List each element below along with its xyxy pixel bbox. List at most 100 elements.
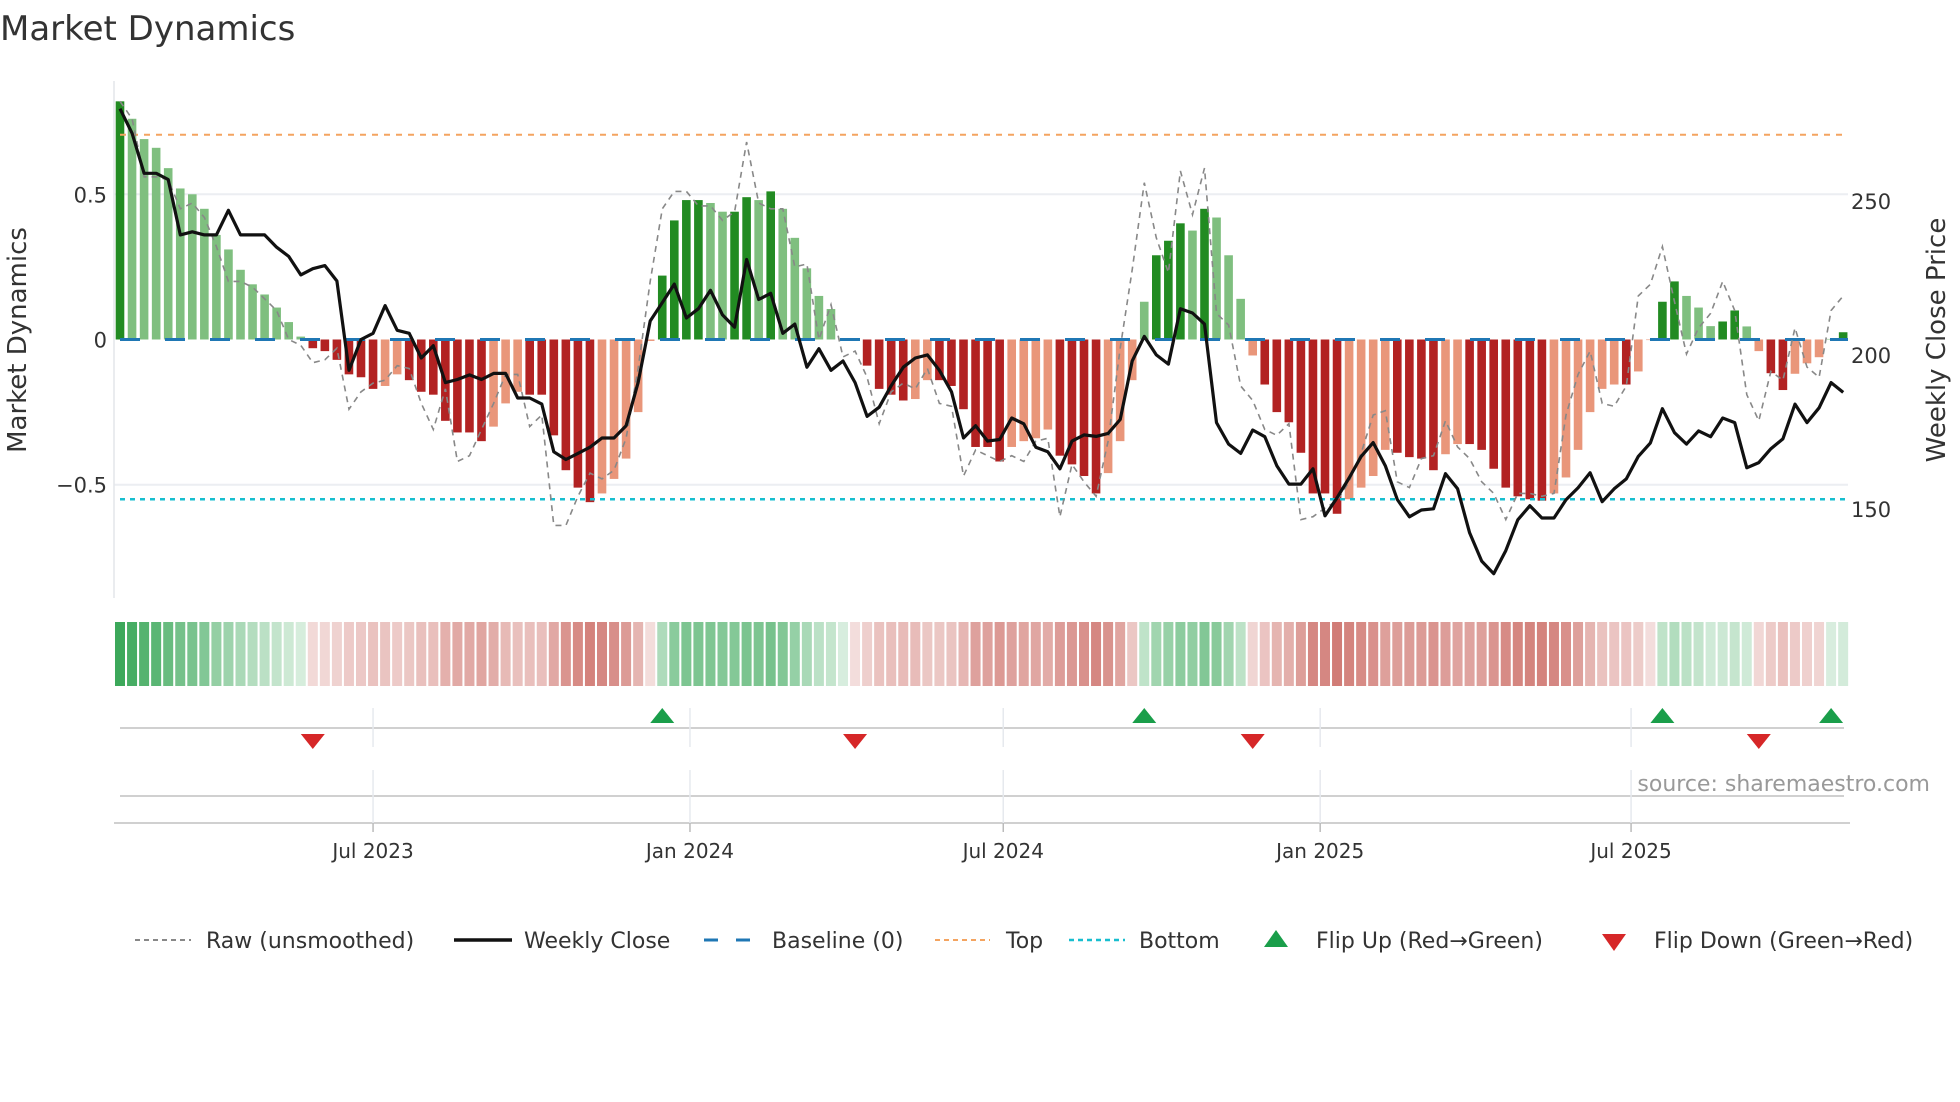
heatmap-cell xyxy=(1476,622,1487,686)
bar xyxy=(694,200,703,340)
bar xyxy=(200,208,209,340)
bar xyxy=(983,339,992,447)
heatmap-cell xyxy=(331,622,342,686)
bar xyxy=(513,339,522,392)
bar xyxy=(1441,339,1450,455)
bar xyxy=(151,147,161,340)
heatmap-cell xyxy=(512,622,523,686)
heatmap-cell xyxy=(1789,622,1800,686)
heatmap-cell xyxy=(1573,622,1584,686)
bar xyxy=(1139,301,1149,340)
heatmap-cell xyxy=(765,622,776,686)
bar xyxy=(682,200,691,340)
flip-down-marker xyxy=(843,734,868,749)
heatmap-cell xyxy=(609,622,620,686)
bar xyxy=(404,339,414,381)
bar xyxy=(308,339,318,349)
heatmap-cell xyxy=(1018,622,1029,686)
weekly-close-line xyxy=(118,107,1845,576)
bar xyxy=(1393,339,1402,453)
legend-top-label: Top xyxy=(1005,929,1043,954)
heatmap-cell xyxy=(1344,622,1355,686)
heatmap-cell xyxy=(898,622,909,686)
heatmap-cell xyxy=(560,622,571,686)
flip-up-marker xyxy=(1819,708,1844,723)
heatmap-cell xyxy=(1392,622,1403,686)
bar xyxy=(1260,339,1270,385)
heatmap-cell xyxy=(1548,622,1559,686)
bar xyxy=(1380,339,1390,450)
x-ticks: Jul 2023 Jan 2024 Jul 2024 Jan 2025 Jul 2025 xyxy=(330,708,1672,863)
bar xyxy=(1405,339,1414,458)
bar xyxy=(212,234,221,340)
bar xyxy=(923,339,932,381)
heatmap-cell xyxy=(1127,622,1138,686)
heatmap-cell xyxy=(127,622,138,686)
flip-up-marker xyxy=(1650,708,1675,723)
bar xyxy=(1296,339,1306,453)
bar xyxy=(1368,339,1378,477)
bar xyxy=(1248,339,1257,356)
legend-flip-down-label: Flip Down (Green→Red) xyxy=(1654,929,1913,954)
heatmap-cell xyxy=(295,622,306,686)
heatmap-cell xyxy=(283,622,294,686)
heatmap-cell xyxy=(705,622,716,686)
heatmap-cell xyxy=(1561,622,1571,686)
heatmap-cell xyxy=(464,622,475,686)
bar xyxy=(1019,339,1029,442)
heatmap-cell xyxy=(874,622,885,686)
bar xyxy=(585,339,595,503)
heatmap-cell xyxy=(813,622,824,686)
bar xyxy=(525,339,534,395)
bar xyxy=(1718,321,1727,340)
heatmap-cell xyxy=(1512,622,1523,686)
heatmap-cell xyxy=(801,622,812,686)
heatmap-cell xyxy=(259,622,270,686)
heatmap-cell xyxy=(970,622,981,686)
bar xyxy=(163,168,173,340)
x-tick-label: Jul 2023 xyxy=(330,839,413,863)
x-tick-label: Jan 2024 xyxy=(644,839,734,863)
bar xyxy=(489,339,498,427)
flip-markers xyxy=(300,708,1844,749)
heatmap-cell xyxy=(175,622,186,686)
heatmap-cell xyxy=(862,622,873,686)
heatmap-cell xyxy=(319,622,330,686)
heatmap-cell xyxy=(1115,622,1126,686)
bar xyxy=(260,294,269,340)
heatmap-cell xyxy=(452,622,463,686)
bar xyxy=(1682,295,1691,340)
heatmap-cell xyxy=(1524,622,1535,686)
bar xyxy=(1356,339,1366,488)
bar xyxy=(1320,339,1330,494)
heatmap-cell xyxy=(633,622,644,686)
heatmap-cell xyxy=(1247,622,1258,686)
bar xyxy=(1079,339,1089,477)
heatmap-cell xyxy=(946,622,957,686)
x-tick-label: Jan 2025 xyxy=(1274,839,1364,863)
bar xyxy=(1308,339,1318,494)
heatmap-cell xyxy=(825,622,836,686)
bar xyxy=(1031,339,1041,439)
heatmap-cell xyxy=(1163,622,1174,686)
bar xyxy=(670,220,679,340)
bar xyxy=(1838,332,1848,340)
legend-baseline-label: Baseline (0) xyxy=(772,929,903,954)
bar xyxy=(1778,339,1788,391)
bar xyxy=(1694,307,1703,340)
heatmap-cell xyxy=(1633,622,1644,686)
bar xyxy=(537,339,547,395)
bar xyxy=(501,339,510,404)
heatmap-cell xyxy=(982,622,993,686)
bar xyxy=(706,202,715,340)
heatmap-cell xyxy=(548,622,559,686)
heatmap-cell xyxy=(187,622,198,686)
bar xyxy=(1200,208,1209,340)
heatmap-cell xyxy=(657,622,668,686)
heatmap-cell xyxy=(597,622,607,686)
bar xyxy=(1344,339,1354,500)
heatmap-cell xyxy=(1259,622,1270,686)
bar xyxy=(1742,326,1752,340)
bar xyxy=(1754,339,1764,352)
left-y-ticks: 0.5 0 −0.5 xyxy=(56,183,107,497)
